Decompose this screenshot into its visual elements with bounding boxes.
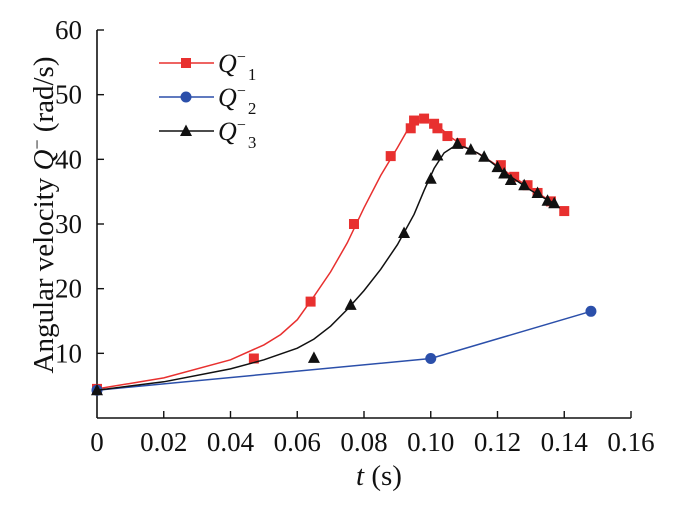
- data-point-triangle: [548, 196, 561, 209]
- data-point-square: [348, 219, 359, 229]
- data-point-circle: [585, 305, 597, 317]
- data-point-square: [385, 151, 396, 162]
- data-point-square: [495, 160, 506, 171]
- series-3: [91, 137, 561, 396]
- series-layer: [91, 113, 597, 396]
- y-axis-prefix: Angular velocity: [28, 171, 60, 374]
- data-point-square: [248, 353, 259, 364]
- legend-label: Q−3: [218, 117, 256, 152]
- x-tick-label: 0.10: [407, 427, 454, 457]
- data-point-square: [432, 123, 443, 134]
- data-point-square: [305, 296, 316, 307]
- data-point-triangle: [498, 167, 511, 179]
- x-tick-label: 0.08: [340, 427, 387, 457]
- x-axis-var: t: [356, 460, 365, 492]
- x-tick-label: 0.04: [207, 427, 255, 457]
- x-tick-label: 0.06: [274, 427, 321, 457]
- series-1: [92, 113, 570, 394]
- data-point-circle: [180, 91, 192, 103]
- data-point-triangle: [180, 124, 192, 136]
- y-axis-unit: (rad/s): [28, 57, 60, 140]
- data-point-triangle: [464, 143, 477, 155]
- y-tick-label: 40: [55, 144, 82, 174]
- data-point-square: [455, 138, 466, 149]
- data-point-triangle: [431, 148, 444, 161]
- y-tick-label: 20: [55, 274, 82, 304]
- legend-label: Q−2: [218, 83, 256, 118]
- data-point-triangle: [518, 178, 531, 191]
- data-point-triangle: [91, 383, 103, 396]
- data-point-circle: [425, 353, 437, 365]
- y-tick-label: 60: [55, 15, 82, 45]
- data-point-square: [509, 171, 520, 182]
- legend-entry-2: Q−2: [159, 83, 256, 118]
- data-point-triangle: [451, 137, 464, 149]
- data-point-square: [419, 113, 430, 124]
- series-line: [96, 310, 592, 391]
- y-tick-label: 30: [55, 209, 82, 239]
- y-axis-title: Angular velocity Q− (rad/s): [27, 57, 60, 374]
- legend-entry-3: Q−3: [159, 117, 256, 152]
- x-tick-label: 0.12: [474, 427, 521, 457]
- y-tick-label: 50: [55, 80, 82, 110]
- data-point-triangle: [504, 173, 517, 186]
- axes: [96, 30, 631, 419]
- x-tick-label: 0: [90, 427, 104, 457]
- data-point-square: [405, 123, 416, 134]
- data-point-triangle: [491, 160, 504, 173]
- data-point-square: [181, 58, 191, 68]
- x-tick-label: 0.16: [607, 427, 654, 457]
- series-line: [96, 145, 555, 391]
- x-tick-label: 0.02: [140, 427, 187, 457]
- data-point-square: [559, 206, 570, 217]
- data-point-triangle: [307, 351, 320, 363]
- series-2: [91, 305, 597, 396]
- series-line: [96, 118, 565, 390]
- y-axis-var: Q: [28, 150, 60, 171]
- data-point-triangle: [344, 298, 357, 310]
- legend: Q−1Q−2Q−3: [159, 49, 256, 152]
- x-axis-title: t (s): [356, 460, 402, 492]
- y-tick-label: 10: [55, 338, 82, 368]
- data-point-triangle: [478, 150, 491, 162]
- data-point-square: [409, 115, 420, 126]
- x-axis-unit: (s): [364, 460, 402, 492]
- x-tick-label: 0.14: [541, 427, 589, 457]
- ticks-layer: 0 0.02 0.04 0.06 0.08 0.10 0.12 0.14 0.16 10 20 30 4…: [55, 15, 655, 457]
- data-point-triangle: [424, 172, 437, 184]
- legend-label: Q−1: [218, 49, 256, 84]
- legend-entry-1: Q−1: [159, 49, 256, 84]
- data-point-triangle: [531, 186, 544, 198]
- data-point-square: [442, 131, 453, 142]
- data-point-triangle: [541, 194, 554, 206]
- y-axis-sup: −: [27, 139, 47, 149]
- data-point-triangle: [398, 226, 411, 239]
